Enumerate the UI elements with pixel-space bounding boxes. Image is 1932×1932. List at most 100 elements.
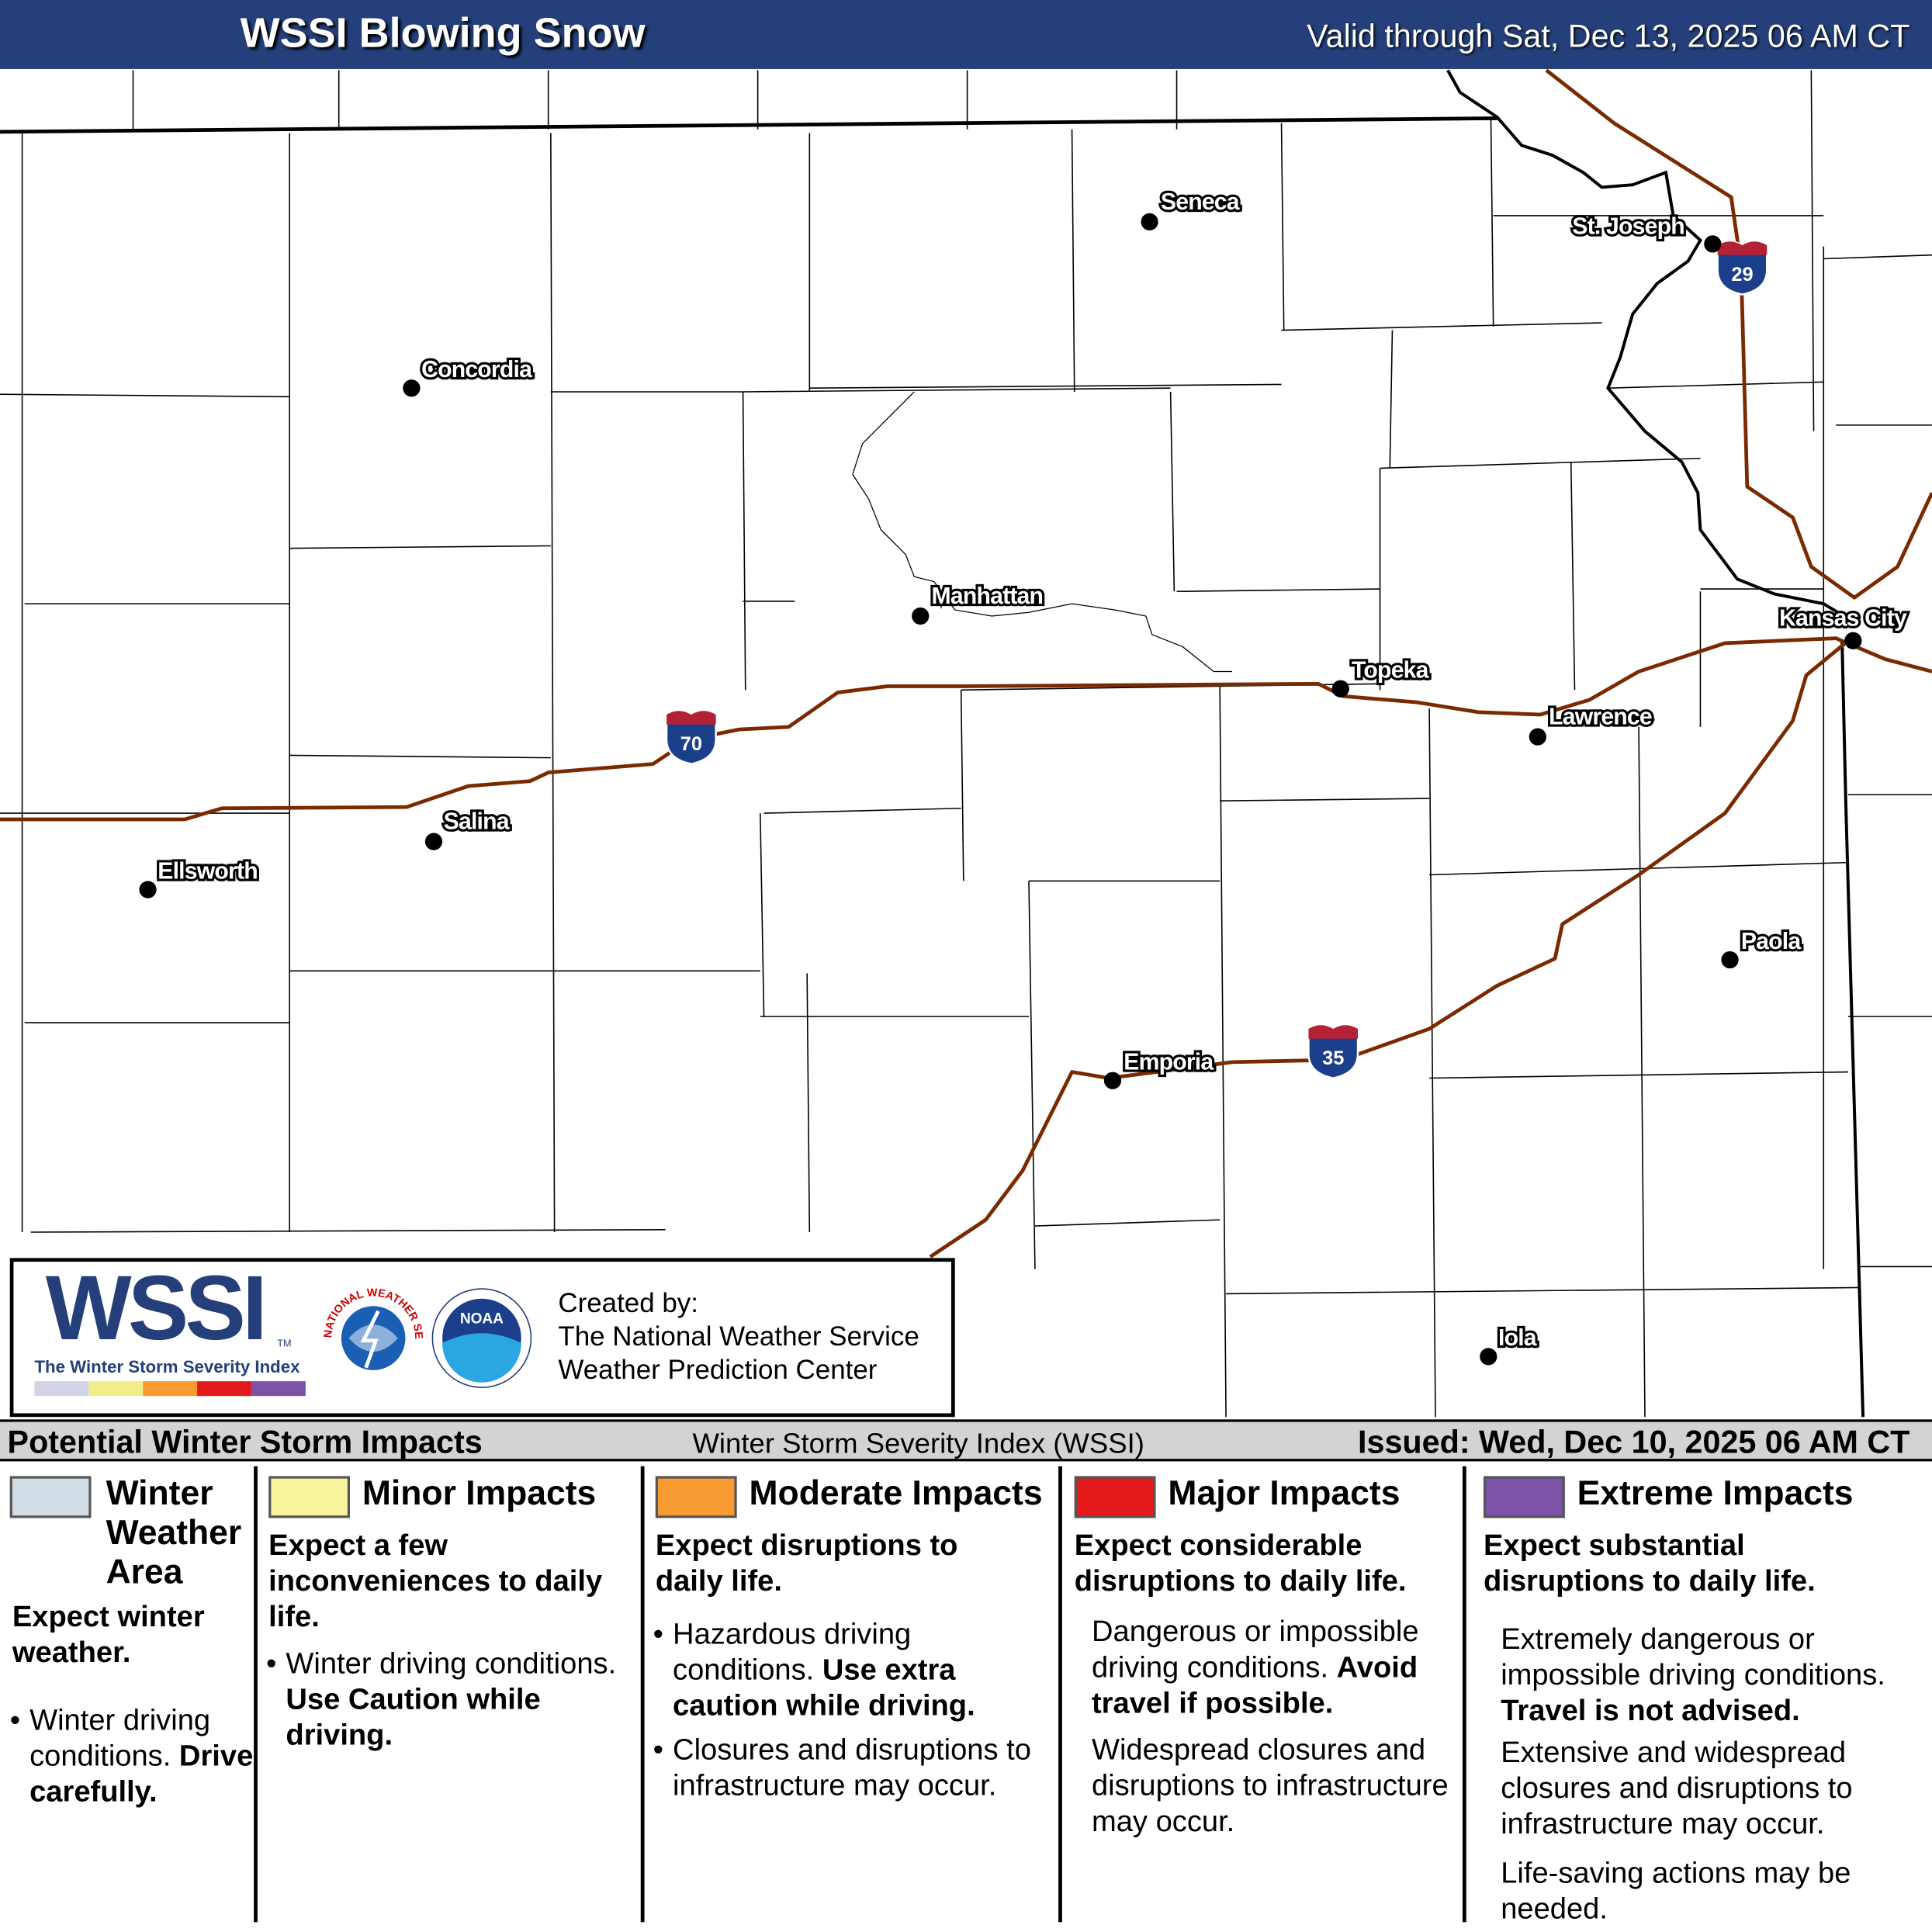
city-label: Lawrence <box>1549 705 1652 730</box>
interstate-shield-70: 70 <box>665 710 717 765</box>
county-line <box>1810 70 1815 431</box>
divider <box>1058 1466 1062 1923</box>
county-line <box>809 383 1282 390</box>
county-line <box>1281 322 1602 331</box>
county-line <box>1570 462 1576 691</box>
legend-bullet: Hazardous driving conditions. Use extra … <box>653 1616 1030 1723</box>
legend-minor: Minor Impacts Expect a few inconvenience… <box>258 1466 640 1923</box>
legend-head: Expect a few inconveniences to daily lif… <box>268 1529 603 1634</box>
org-wpc: Weather Prediction Center <box>558 1354 878 1385</box>
svg-text:NOAA: NOAA <box>460 1311 504 1328</box>
county-line <box>0 393 290 398</box>
city-marker <box>1704 235 1722 253</box>
legend-major: Major Impacts Expect considerable disrup… <box>1065 1466 1463 1923</box>
county-line <box>1169 391 1175 592</box>
impacts-title: Potential Winter Storm Impacts <box>7 1423 483 1460</box>
legend-head: Expect considerable disruptions to daily… <box>1074 1529 1407 1598</box>
county-line <box>760 813 765 1017</box>
legend-detail: Widespread closures and disruptions to i… <box>1091 1733 1449 1839</box>
legend-title: Winter Weather Area <box>106 1473 242 1591</box>
county-line <box>1226 1286 1861 1295</box>
wssi-logo-box: WSSI TM The Winter Storm Severity Index … <box>9 1256 955 1418</box>
legend-winter-weather: Winter Weather Area Expect winter weathe… <box>0 1466 254 1923</box>
legend-head: Expect substantial disruptions to daily … <box>1483 1529 1816 1598</box>
legend-detail: Dangerous or impossible driving conditio… <box>1091 1615 1419 1720</box>
legend-detail: Extremely dangerous or impossible drivin… <box>1501 1622 1885 1728</box>
impacts-header: Potential Winter Storm Impacts Winter St… <box>0 1419 1932 1462</box>
city-marker <box>1529 728 1546 746</box>
county-line <box>1028 881 1036 1269</box>
city-label: Emporia <box>1124 1049 1214 1075</box>
wssi-logo: WSSI <box>45 1256 268 1359</box>
county-line <box>742 391 746 691</box>
header-bar: WSSI Blowing Snow Valid through Sat, Dec… <box>0 0 1932 69</box>
county-line <box>806 973 811 1233</box>
legend-title: Moderate Impacts <box>749 1473 1043 1512</box>
county-line <box>1220 798 1430 802</box>
county-line <box>1608 381 1824 390</box>
city-label: Concordia <box>421 357 532 383</box>
interstate-29 <box>1545 68 1932 600</box>
city-marker <box>424 833 443 850</box>
legend-title: Major Impacts <box>1168 1473 1401 1512</box>
city-marker <box>1480 1348 1497 1366</box>
county-line <box>30 1229 666 1233</box>
city-label: Manhattan <box>932 583 1044 609</box>
divider <box>1462 1466 1466 1923</box>
interstate-shield-29: 29 <box>1716 241 1768 296</box>
swatch-moderate <box>655 1476 737 1518</box>
county-line <box>1380 457 1701 469</box>
swatch-minor <box>268 1476 350 1518</box>
wssi-subtitle: The Winter Storm Severity Index <box>34 1356 300 1376</box>
county-line <box>1389 330 1394 469</box>
index-name: Winter Storm Severity Index (WSSI) <box>692 1426 1144 1459</box>
map-title: WSSI Blowing Snow <box>240 9 646 57</box>
city-marker <box>912 607 930 625</box>
legend-head: Expect winter weather. <box>12 1600 205 1670</box>
city-label: Seneca <box>1161 189 1240 215</box>
city-label: Paola <box>1741 929 1802 954</box>
legend-head: Expect disruptions to daily life. <box>655 1529 958 1598</box>
credits: Created by: The National Weather Service… <box>558 1286 919 1387</box>
interstate-shield-35: 35 <box>1307 1024 1359 1079</box>
legend-moderate: Moderate Impacts Expect disruptions to d… <box>646 1466 1058 1923</box>
interstate-number: 29 <box>1731 264 1753 286</box>
county-line <box>1219 684 1227 1418</box>
issued-time: Issued: Wed, Dec 10, 2025 06 AM CT <box>1358 1423 1910 1460</box>
city-marker <box>1844 632 1862 649</box>
legend-bullet: Winter driving conditions. Drive careful… <box>10 1703 272 1810</box>
county-line <box>1071 129 1075 392</box>
legend-title: Minor Impacts <box>362 1473 597 1512</box>
county-line <box>1034 1219 1220 1227</box>
county-line <box>289 545 551 549</box>
valid-time: Valid through Sat, Dec 13, 2025 06 AM CT <box>1307 17 1910 54</box>
tm-mark: TM <box>277 1338 292 1349</box>
county-line <box>1638 726 1646 1418</box>
noaa-logo-icon: NOAA <box>431 1288 532 1388</box>
county-line <box>289 754 551 759</box>
county-line <box>1429 1071 1849 1079</box>
swatch-major <box>1074 1476 1156 1518</box>
county-line <box>1176 588 1380 593</box>
map: 70 35 29 Seneca St. Joseph Concordia Manhatta… <box>0 68 1932 1418</box>
divider <box>254 1466 258 1923</box>
city-label: Topeka <box>1352 657 1429 683</box>
city-label: Salina <box>444 809 510 835</box>
interstate-35 <box>929 639 1850 1259</box>
county-line <box>743 387 1171 393</box>
county-line <box>1823 254 1932 260</box>
city-marker <box>1331 680 1349 698</box>
county-boundaries <box>0 70 1932 1418</box>
county-line <box>763 807 961 814</box>
city-marker <box>139 881 157 898</box>
city-label: Iola <box>1498 1325 1537 1351</box>
city-marker <box>1103 1072 1122 1089</box>
state-border-ks-mo <box>1840 640 1865 1418</box>
kansas-river <box>852 391 1233 673</box>
interstate-number: 35 <box>1322 1047 1344 1069</box>
county-line <box>1280 123 1285 331</box>
legend-bullet: Closures and disruptions to infrastructu… <box>653 1733 1055 1804</box>
legend-detail: Extensive and widespread closures and di… <box>1501 1736 1853 1841</box>
interstate-70 <box>0 636 1932 822</box>
city-marker <box>1721 950 1739 969</box>
